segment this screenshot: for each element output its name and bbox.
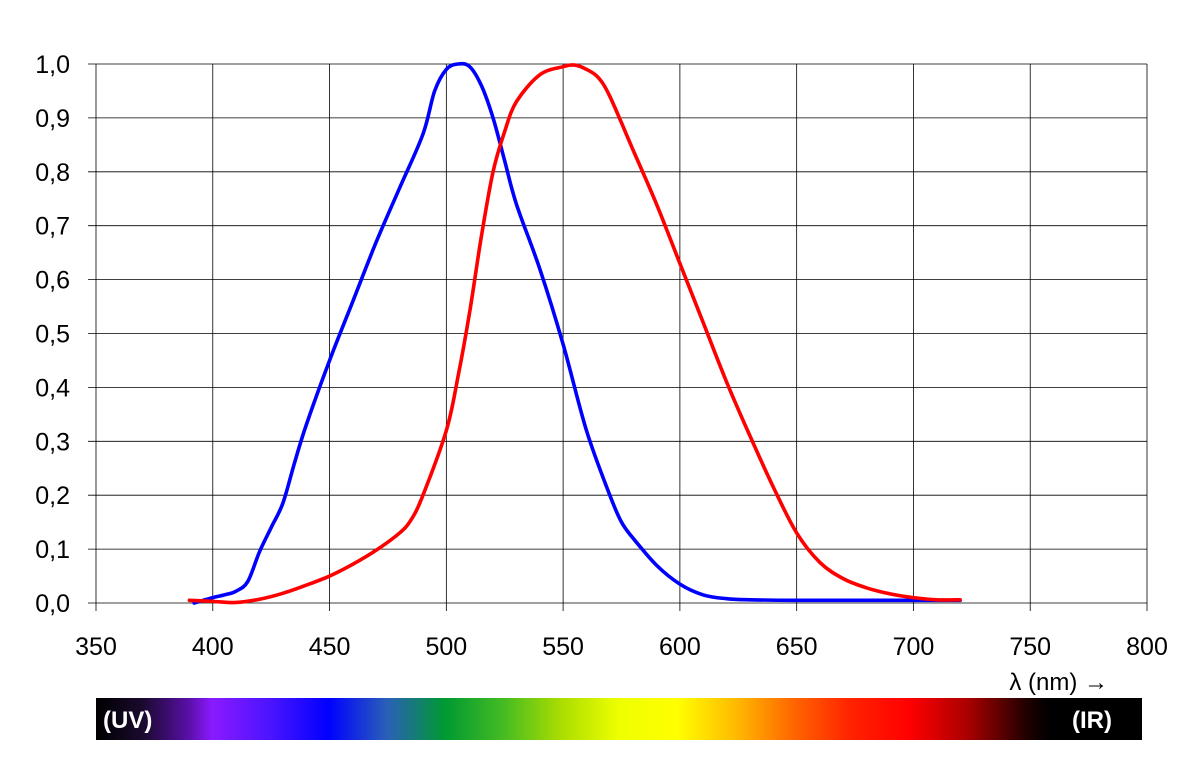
x-tick-label-800: 800 (1126, 633, 1168, 661)
y-tick-label-1: 0,1 (35, 536, 70, 564)
y-tick-label-2: 0,2 (35, 482, 70, 510)
spectrum-ir-label: (IR) (1072, 707, 1112, 734)
y-tick-label-6: 0,6 (35, 267, 70, 295)
x-tick-label-500: 500 (425, 633, 467, 661)
y-tick-label-3: 0,3 (35, 428, 70, 456)
x-tick-labels: 350 400 450 500 550 600 650 700 750 800 (75, 633, 1168, 661)
y-tick-labels: 0,0 0,1 0,2 0,3 0,4 0,5 0,6 0,7 0,8 0,9 1,0 (35, 51, 70, 618)
x-tick-label-400: 400 (192, 633, 234, 661)
x-tick-label-600: 600 (659, 633, 701, 661)
x-axis-label: λ (nm) → (1009, 669, 1108, 696)
series-lines (187, 61, 962, 605)
y-tick-label-9: 0,9 (35, 105, 70, 133)
y-tick-label-7: 0,7 (35, 213, 70, 241)
x-tick-label-650: 650 (776, 633, 818, 661)
series-line-1 (187, 63, 962, 605)
grid (88, 63, 1148, 611)
y-tick-label-8: 0,8 (35, 159, 70, 187)
y-tick-label-5: 0,5 (35, 321, 70, 349)
x-tick-label-450: 450 (309, 633, 351, 661)
spectrum-bar: (UV) (IR) (96, 698, 1142, 740)
spectrum-uv-label: (UV) (103, 707, 152, 734)
y-tick-label-0: 0,0 (35, 590, 70, 618)
x-tick-label-350: 350 (75, 633, 117, 661)
spectrum-gradient-bar (96, 698, 1142, 740)
x-tick-label-550: 550 (542, 633, 584, 661)
y-tick-label-4: 0,4 (35, 374, 70, 402)
x-tick-label-700: 700 (893, 633, 935, 661)
series-line-0 (192, 61, 962, 605)
y-tick-label-10: 1,0 (35, 51, 70, 79)
x-tick-label-750: 750 (1009, 633, 1051, 661)
